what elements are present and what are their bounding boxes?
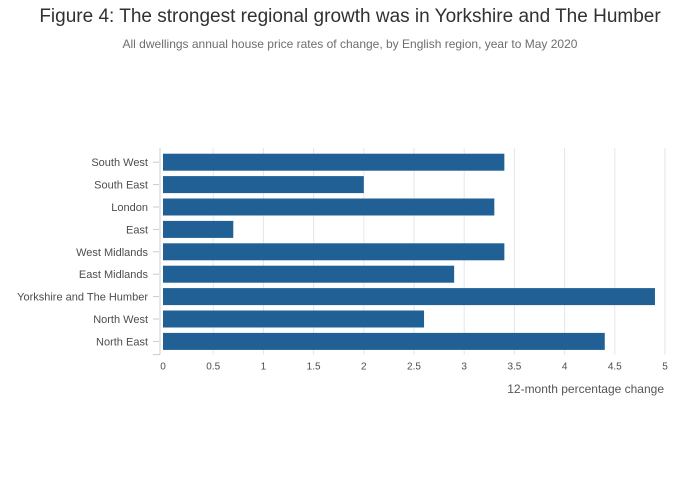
- x-tick-label: 1: [261, 362, 267, 373]
- bars: [163, 153, 655, 350]
- x-tick-labels: 0 0.5 1 1.5 2 2.5 3 3.5 4 4.5 5: [160, 362, 668, 373]
- bar: [163, 332, 605, 350]
- x-tick-label: 5: [662, 362, 668, 373]
- x-tick-label: 3: [461, 362, 467, 373]
- category-labels: South West South East London East West Midla…: [17, 157, 148, 348]
- category-label: North West: [93, 314, 148, 326]
- chart-title: Figure 4: The strongest regional growth …: [39, 6, 661, 27]
- x-tick-label: 2: [361, 362, 367, 373]
- x-tick-label: 4: [562, 362, 568, 373]
- bar: [163, 288, 655, 306]
- x-tick-label: 3.5: [507, 362, 521, 373]
- category-label: West Midlands: [76, 247, 148, 259]
- x-tick-label: 0.5: [206, 362, 220, 373]
- x-tick-label: 1.5: [307, 362, 321, 373]
- category-label: South West: [91, 157, 148, 169]
- bar: [163, 198, 495, 216]
- bar: [163, 243, 505, 261]
- x-tick-label: 2.5: [407, 362, 421, 373]
- x-axis-title: 12-month percentage change: [507, 382, 664, 396]
- category-label: London: [111, 202, 148, 214]
- bar: [163, 310, 425, 328]
- bar: [163, 153, 505, 171]
- category-label: North East: [96, 336, 148, 348]
- axes: [153, 148, 161, 356]
- category-label: South East: [94, 180, 148, 192]
- bar: [163, 265, 455, 283]
- x-tick-label: 4.5: [608, 362, 622, 373]
- bar: [163, 220, 234, 238]
- chart-subtitle: All dwellings annual house price rates o…: [122, 37, 578, 51]
- x-tick-label: 0: [160, 362, 166, 373]
- bar: [163, 176, 364, 194]
- category-label: East Midlands: [79, 269, 149, 281]
- category-label: Yorkshire and The Humber: [17, 292, 148, 304]
- category-label: East: [126, 224, 148, 236]
